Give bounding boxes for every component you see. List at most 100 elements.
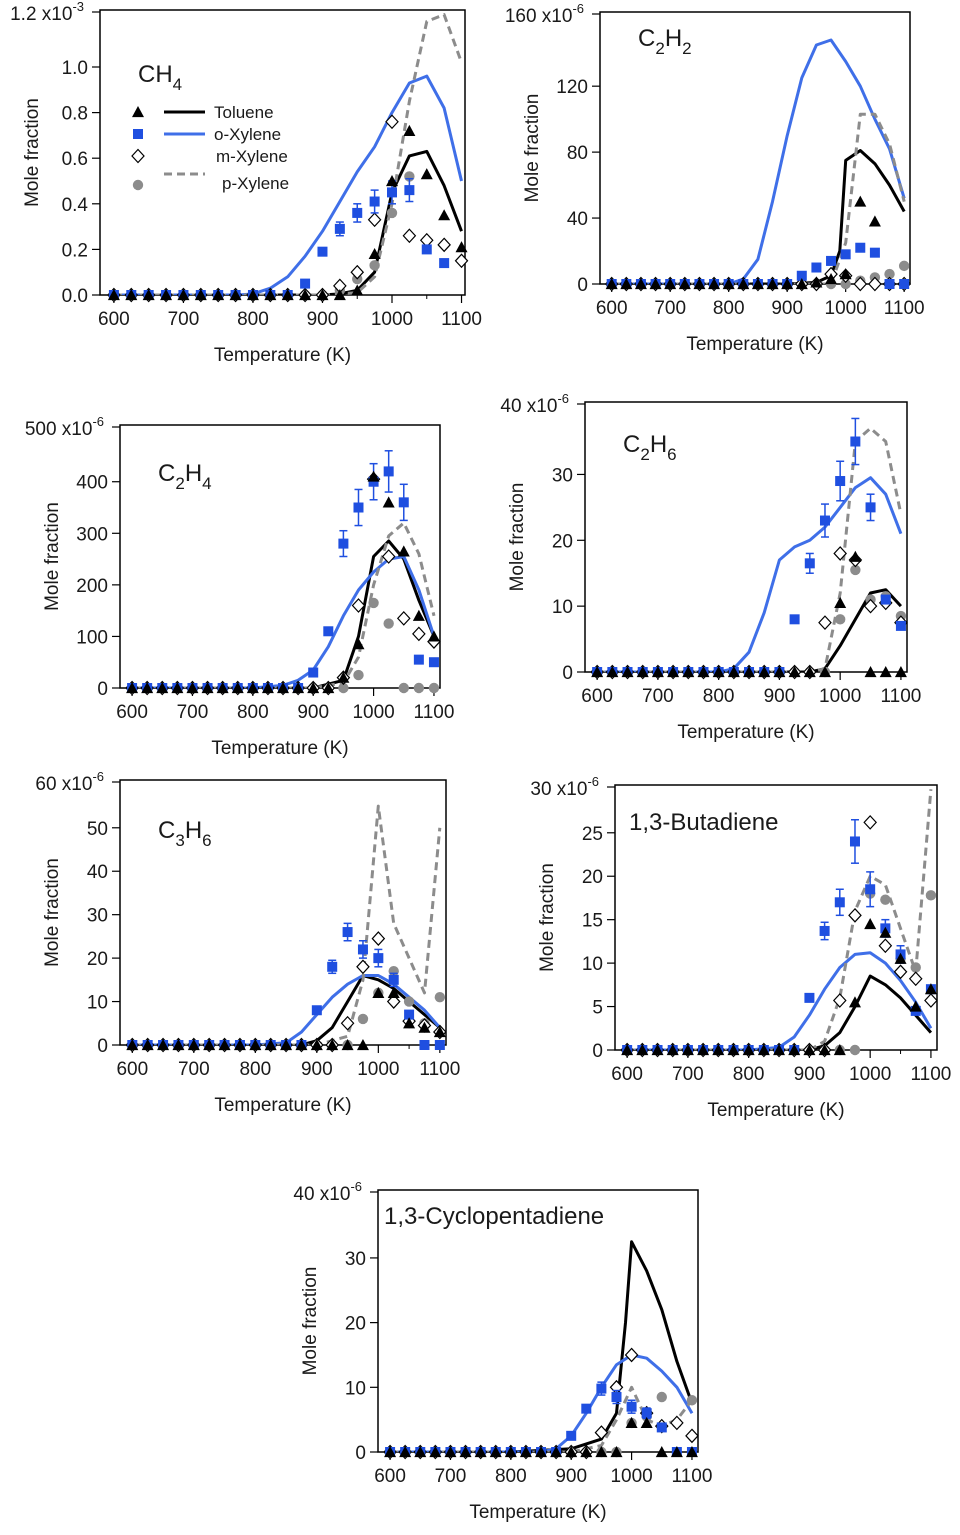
data-point-toluene	[727, 666, 740, 678]
data-point-toluene	[825, 273, 838, 285]
y-tick-label: 400	[76, 473, 108, 494]
data-point-toluene	[849, 550, 862, 562]
data-point-toluene	[356, 1039, 369, 1051]
y-tick-label: 10	[87, 993, 108, 1014]
x-tick-label: 700	[177, 702, 209, 723]
data-point-o-xylene	[835, 476, 846, 487]
data-point-p-xylene	[656, 1391, 667, 1403]
data-point-m-xylene	[833, 546, 847, 561]
species-label-base: C	[638, 25, 655, 52]
multiplier-exponent: -6	[92, 414, 104, 429]
data-point-toluene	[382, 496, 395, 508]
y-axis-label: Mole fraction	[300, 1267, 321, 1376]
data-point-toluene	[277, 682, 290, 694]
y-tick-label: 30	[87, 906, 108, 927]
data-point-toluene	[295, 1039, 308, 1051]
data-point-m-xylene	[367, 212, 382, 228]
data-point-toluene	[418, 1021, 431, 1033]
data-point-toluene	[264, 289, 277, 301]
data-point-toluene	[489, 1446, 502, 1458]
data-point-o-xylene	[311, 1005, 322, 1016]
species-label: 1,3-Butadiene	[629, 809, 778, 836]
data-point-p-xylene	[369, 260, 380, 271]
multiplier-base: 30 x10	[530, 779, 587, 800]
data-point-toluene	[367, 470, 380, 482]
data-point-toluene	[550, 1446, 563, 1458]
data-point-toluene	[697, 666, 710, 678]
data-point-m-xylene	[868, 276, 882, 292]
data-point-toluene	[651, 1044, 664, 1056]
x-axis-label: Temperature (K)	[707, 1100, 844, 1121]
data-point-toluene	[474, 1446, 487, 1458]
data-point-m-xylene	[351, 598, 366, 613]
chart-panel-6: 600 700 800 900 1000 1100 0 5 10 15 20 25 30 x10-6 Te…	[530, 774, 951, 1121]
data-point-o-xylene	[383, 466, 394, 477]
y-tick-label: 0.4	[62, 195, 89, 216]
data-point-p-xylene	[884, 268, 895, 280]
data-point-toluene	[610, 1446, 623, 1458]
data-point-toluene	[788, 1044, 801, 1056]
x-tick-label: 700	[178, 1059, 210, 1080]
data-point-p-xylene	[403, 996, 415, 1007]
data-point-toluene	[427, 630, 440, 642]
chart-panel-4: 600 700 800 900 1000 1100 0 10 20 30 40 x10-6 Tempe…	[500, 391, 921, 743]
data-point-toluene	[333, 289, 346, 301]
data-point-o-xylene	[334, 223, 345, 234]
species-label-base: 1,3-Butadiene	[629, 809, 778, 836]
data-point-o-xylene	[895, 620, 906, 631]
species-label: CH4	[138, 61, 182, 94]
data-point-toluene	[403, 1017, 416, 1029]
data-point-m-xylene	[350, 264, 365, 280]
legend-marker-m-xylene	[131, 148, 145, 164]
series-line-p-xylene	[390, 1385, 694, 1452]
data-point-o-xylene	[869, 247, 880, 258]
data-point-o-xylene	[865, 502, 876, 513]
data-point-toluene	[387, 986, 400, 998]
data-point-m-xylene	[853, 276, 868, 292]
data-point-toluene	[535, 1446, 548, 1458]
data-point-o-xylene	[656, 1422, 667, 1433]
data-point-p-xylene	[398, 682, 409, 694]
data-point-toluene	[372, 986, 385, 998]
data-point-toluene	[187, 1039, 200, 1051]
y-tick-label: 30	[345, 1249, 366, 1270]
data-point-toluene	[186, 682, 199, 694]
data-point-o-xylene	[899, 279, 910, 289]
data-point-toluene	[160, 289, 173, 301]
x-tick-label: 1000	[819, 686, 861, 707]
data-point-m-xylene	[385, 114, 399, 130]
x-tick-label: 1000	[825, 298, 867, 319]
species-label: C2H4	[158, 460, 212, 493]
data-point-toluene	[743, 666, 756, 678]
data-point-toluene	[666, 1044, 679, 1056]
x-tick-label: 600	[98, 309, 130, 330]
data-point-toluene	[649, 278, 662, 290]
species-label-tail: H	[185, 460, 202, 487]
x-tick-label: 900	[307, 309, 339, 330]
data-point-m-xylene	[818, 615, 832, 630]
x-axis-label: Temperature (K)	[211, 738, 348, 759]
data-point-toluene	[125, 289, 138, 301]
data-point-toluene	[351, 284, 364, 296]
x-tick-label: 900	[555, 1466, 587, 1487]
data-point-toluene	[737, 278, 750, 290]
data-point-toluene	[924, 983, 937, 995]
data-point-toluene	[281, 289, 294, 301]
data-point-toluene	[438, 209, 451, 221]
data-point-toluene	[403, 124, 416, 136]
data-point-toluene	[292, 682, 305, 694]
data-point-o-xylene	[865, 884, 876, 895]
data-point-toluene	[839, 268, 852, 280]
data-point-toluene	[246, 289, 259, 301]
data-point-toluene	[742, 1044, 755, 1056]
multiplier-base: 40 x10	[293, 1184, 350, 1205]
data-point-m-xylene	[685, 1428, 699, 1444]
data-point-m-xylene	[878, 938, 893, 954]
data-point-o-xylene	[834, 897, 845, 908]
multiplier-exponent: -3	[72, 0, 84, 14]
chart-panel-3: 600 700 800 900 1000 1100 0 100 200 300 400 500 x10…	[25, 414, 455, 759]
x-tick-label: 800	[237, 702, 269, 723]
y-tick-label: 25	[582, 824, 603, 845]
data-point-toluene	[229, 289, 242, 301]
